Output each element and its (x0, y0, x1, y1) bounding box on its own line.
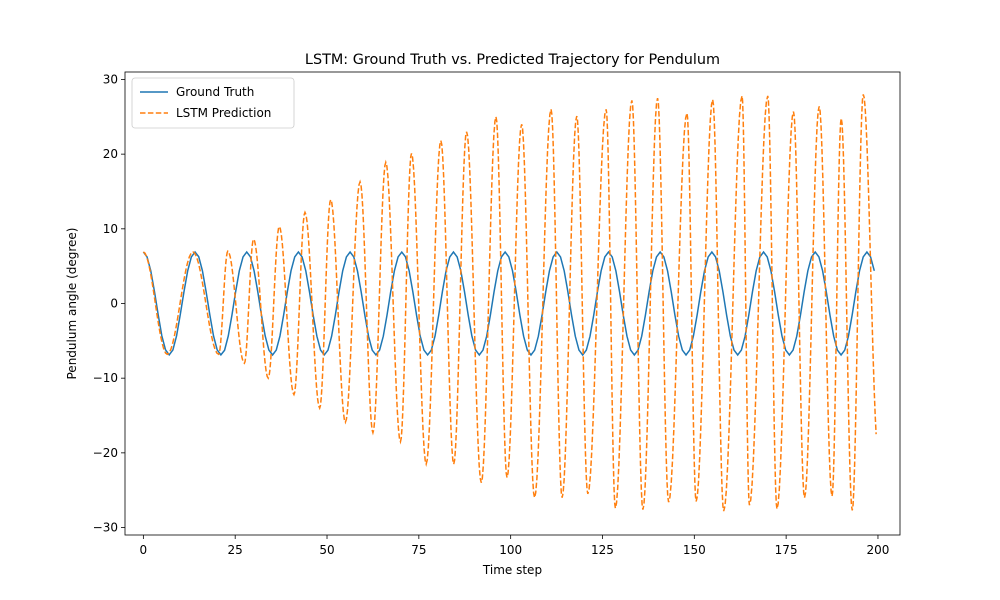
y-tick-label: −10 (93, 371, 118, 385)
x-tick-label: 200 (867, 543, 890, 557)
y-tick-label: 30 (103, 72, 118, 86)
y-tick-label: −20 (93, 446, 118, 460)
y-tick-label: −30 (93, 521, 118, 535)
y-axis-label: Pendulum angle (degree) (65, 228, 79, 380)
x-axis: 0 25 50 75 100 125 150 175 200 (140, 535, 890, 557)
x-axis-label: Time step (482, 563, 542, 577)
y-axis: −30 −20 −10 0 10 20 30 (93, 72, 125, 535)
plot-area (125, 72, 900, 535)
x-tick-label: 0 (140, 543, 148, 557)
x-tick-label: 125 (591, 543, 614, 557)
series-layer (142, 94, 877, 512)
legend-box (131, 77, 295, 129)
x-tick-label: 150 (683, 543, 706, 557)
x-tick-label: 100 (499, 543, 522, 557)
x-tick-label: 75 (411, 543, 426, 557)
legend: Ground Truth LSTM Prediction (131, 77, 295, 129)
chart-title: LSTM: Ground Truth vs. Predicted Traject… (305, 52, 720, 68)
y-tick-label: 10 (103, 222, 118, 236)
x-tick-label: 50 (319, 543, 334, 557)
y-tick-label: 20 (103, 147, 118, 161)
x-tick-label: 175 (775, 543, 798, 557)
legend-label: LSTM Prediction (176, 106, 271, 120)
legend-label: Ground Truth (176, 85, 254, 99)
series-line-ground-truth (142, 250, 876, 357)
series-line-lstm-prediction (142, 94, 877, 512)
y-tick-label: 0 (110, 297, 118, 311)
x-tick-label: 25 (228, 543, 243, 557)
